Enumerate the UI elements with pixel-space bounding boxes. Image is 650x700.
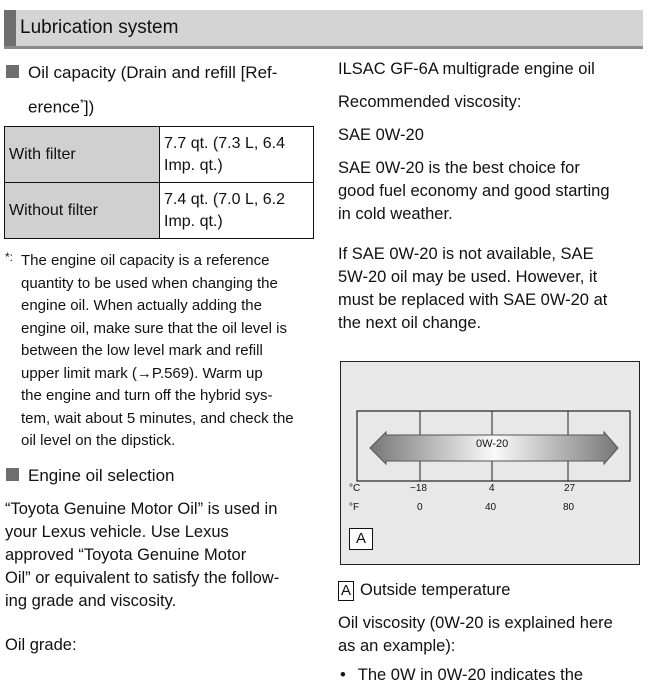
recommended-viscosity-label: Recommended viscosity: <box>338 93 522 111</box>
viscosity-range-arrow <box>369 430 619 466</box>
bullet-square-icon <box>6 65 19 78</box>
f-tick: 80 <box>563 502 575 513</box>
c-tick: 4 <box>489 483 495 494</box>
viscosity-explanation: Oil viscosity (0W-20 is explained here as… <box>338 614 613 655</box>
viscosity-value: SAE 0W-20 <box>338 126 424 144</box>
page-title: Lubrication system <box>20 17 179 38</box>
heading-line: Oil capacity (Drain and refill [Ref- <box>28 63 278 82</box>
engine-oil-selection-heading: Engine oil selection <box>6 460 174 491</box>
heading-line: ]) <box>83 97 95 117</box>
row-label: Without filter <box>4 182 160 239</box>
arrow-label: 0W-20 <box>476 438 509 450</box>
f-tick: 40 <box>485 502 497 513</box>
oil-capacity-table: With filter 7.7 qt. (7.3 L, 6.4 Imp. qt.) … <box>4 126 314 239</box>
row-value: 7.4 qt. (7.0 L, 6.2 Imp. qt.) <box>159 182 314 239</box>
bullet-item: • The 0W in 0W-20 indicates the <box>340 666 584 684</box>
chart-frame <box>356 410 631 482</box>
footnote: The engine oil capacity is a reference qu… <box>21 252 294 449</box>
figure-marker-a: A <box>349 528 373 550</box>
alternative-viscosity-note: If SAE 0W-20 is not available, SAE 5W-20 … <box>338 245 608 332</box>
table-row: Without filter 7.4 qt. (7.0 L, 6.2 Imp. qt… <box>4 182 314 239</box>
table-row: With filter 7.7 qt. (7.3 L, 6.4 Imp. qt.) <box>4 126 314 183</box>
fahrenheit-unit: °F <box>349 502 360 513</box>
bullet-square-icon <box>6 468 19 481</box>
f-tick: 0 <box>417 502 423 513</box>
section-header: Lubrication system <box>4 10 643 49</box>
legend-marker: A <box>338 581 354 601</box>
legend-outside-temperature: A Outside temperature <box>338 579 510 602</box>
c-tick: 27 <box>564 483 576 494</box>
c-tick: −18 <box>410 483 427 494</box>
viscosity-note: SAE 0W-20 is the best choice for good fue… <box>338 159 610 223</box>
viscosity-figure: 0W-20 °C °F −18 4 27 0 40 80 A <box>340 361 640 565</box>
oil-capacity-heading: Oil capacity (Drain and refill [Ref- ere… <box>6 57 277 123</box>
row-value: 7.7 qt. (7.3 L, 6.4 Imp. qt.) <box>159 126 314 183</box>
heading-line: erence <box>28 97 80 117</box>
asterisk: * <box>79 98 84 109</box>
viscosity-chart <box>356 410 631 482</box>
celsius-unit: °C <box>349 483 361 494</box>
oil-selection-paragraph: “Toyota Genuine Motor Oil” is used in you… <box>5 500 280 610</box>
oil-grade-label: Oil grade: <box>5 636 77 654</box>
row-label: With filter <box>4 126 160 183</box>
footnote-mark: *: <box>5 250 14 264</box>
header-accent <box>4 10 16 46</box>
oil-grade-value: ILSAC GF-6A multigrade engine oil <box>338 60 595 78</box>
